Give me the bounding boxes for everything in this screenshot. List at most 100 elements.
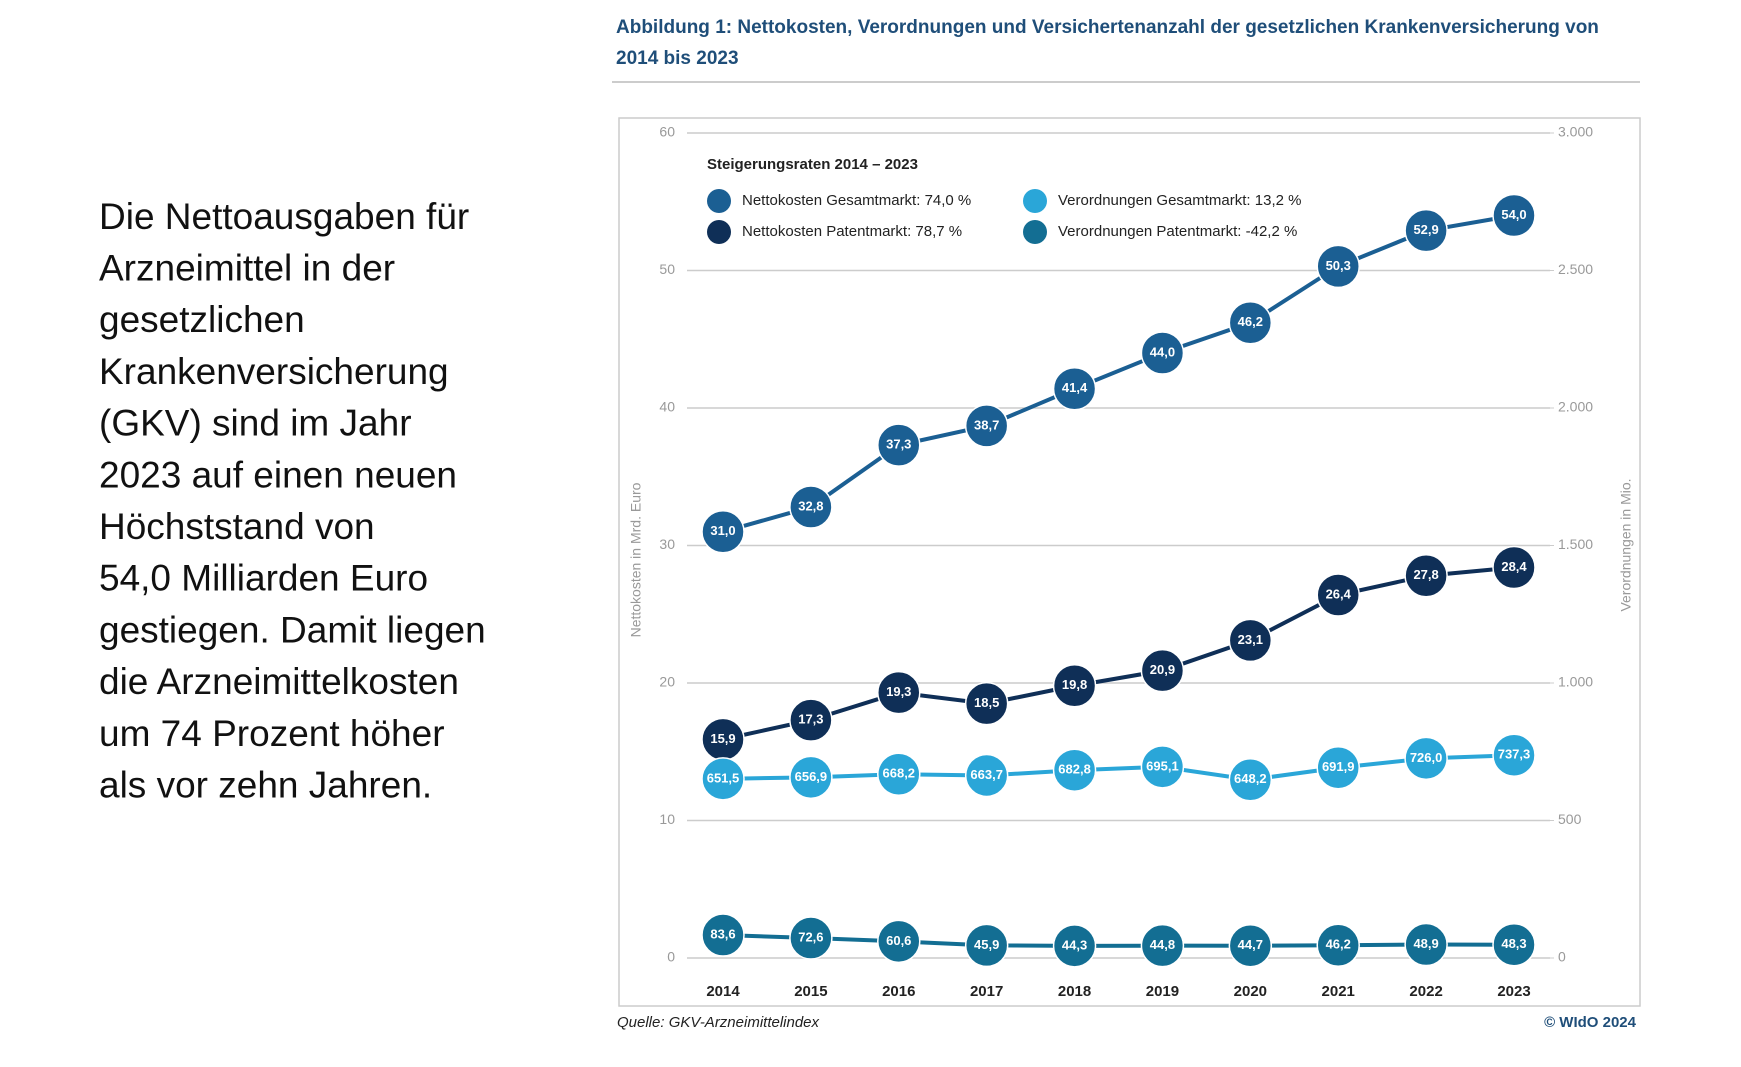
data-point [1404,208,1448,253]
data-label: 695,1 [1146,758,1179,773]
data-point [1140,923,1185,968]
data-label: 50,3 [1326,258,1351,273]
legend-label: Nettokosten Patentmarkt: 78,7 % [742,223,962,240]
legend-title: Steigerungsraten 2014 – 2023 [707,156,918,173]
data-label: 691,9 [1322,759,1355,774]
data-label: 60,6 [886,933,911,948]
data-label: 37,3 [886,437,911,452]
data-point [877,423,921,467]
data-label: 46,2 [1326,937,1351,952]
data-label: 83,6 [710,926,735,941]
data-label: 17,3 [798,712,823,727]
data-label: 27,8 [1413,567,1438,582]
y-tick-label: 40 [659,399,675,415]
data-point [1316,923,1360,968]
data-point [1316,745,1360,790]
data-label: 651,5 [707,770,740,785]
data-label: 46,2 [1238,314,1263,329]
data-point [1316,244,1360,289]
x-tick-label: 2015 [794,983,827,1000]
data-point [1052,664,1097,708]
y-axis-label: Nettokosten in Mrd. Euro [628,482,644,637]
chart-frame [618,117,1641,1007]
data-label: 668,2 [883,766,916,781]
x-tick-label: 2020 [1234,983,1267,1000]
data-label: 48,3 [1501,936,1526,951]
data-point [877,670,921,715]
data-point [964,753,1009,798]
x-tick-label: 2016 [882,983,915,1000]
data-point [1052,924,1097,968]
data-point [964,404,1009,448]
y2-axis-label: Verordnungen in Mio. [1618,478,1634,611]
copyright: © WIdO 2024 [1544,1014,1637,1031]
data-label: 31,0 [710,523,735,538]
data-label: 41,4 [1062,380,1088,395]
series-line [722,213,1515,534]
data-point [1140,331,1185,375]
paragraph-line: (GKV) sind im Jahr [99,403,412,444]
data-point [1404,736,1448,781]
legend-swatch [1023,220,1047,244]
paragraph-line: gestiegen. Damit liegen [99,609,486,650]
paragraph-line: Krankenversicherung [99,351,449,392]
paragraph-line: Höchststand von [99,506,375,547]
data-label: 19,3 [886,684,911,699]
data-point [1492,733,1536,777]
data-label: 38,7 [974,417,999,432]
series-line [722,753,1515,782]
data-label: 54,0 [1501,207,1526,222]
data-label: 682,8 [1058,762,1091,777]
paragraph-line: Arzneimittel in der [99,247,395,288]
data-label: 44,0 [1150,344,1175,359]
x-tick-label: 2017 [970,983,1003,1000]
paragraph-line: um 74 Prozent höher [99,713,445,754]
data-label: 26,4 [1326,586,1352,601]
source: Quelle: GKV-Arzneimittelindex [617,1014,820,1031]
data-point [877,919,921,964]
data-label: 737,3 [1498,747,1531,762]
data-point [1140,648,1185,693]
legend-label: Verordnungen Gesamtmarkt: 13,2 % [1058,192,1301,209]
chart-title: Abbildung 1: Nettokosten, Verordnungen u… [616,17,1599,69]
x-tick-label: 2014 [706,983,740,1000]
data-point [701,510,745,554]
data-label: 18,5 [974,695,999,710]
data-point [789,755,833,800]
y-tick-label: 30 [659,536,675,552]
data-point [1492,545,1536,590]
data-label: 44,3 [1062,937,1087,952]
paragraph-line: 2023 auf einen neuen [99,454,457,495]
data-label: 15,9 [710,731,735,746]
paragraph-line: gesetzlichen [99,299,305,340]
data-label: 19,8 [1062,677,1087,692]
data-point [1052,367,1097,411]
data-point [1228,757,1273,802]
y2-tick-label: 0 [1558,949,1566,965]
data-point [1228,301,1273,345]
data-label: 23,1 [1238,632,1263,647]
data-point [1492,193,1536,238]
y-tick-label: 20 [659,674,675,690]
legend-swatch [707,189,731,213]
data-point [1316,573,1360,617]
data-label: 45,9 [974,937,999,952]
y2-tick-label: 1.500 [1558,536,1593,552]
data-point [789,916,833,960]
y-tick-label: 0 [667,949,675,965]
data-point [701,757,745,801]
y2-tick-label: 2.500 [1558,261,1593,277]
y-tick-label: 50 [659,261,675,277]
data-point [964,923,1009,968]
y-tick-label: 60 [659,124,675,140]
paragraph-line: als vor zehn Jahren. [99,764,432,805]
data-point [1052,748,1097,792]
paragraph-line: Die Nettoausgaben für [99,196,469,237]
series-line [722,565,1515,742]
legend-label: Verordnungen Patentmarkt: -42,2 % [1058,223,1297,240]
data-label: 663,7 [970,767,1003,782]
data-point [964,681,1009,726]
paragraph-line: die Arzneimittelkosten [99,661,459,702]
y2-tick-label: 2.000 [1558,399,1593,415]
